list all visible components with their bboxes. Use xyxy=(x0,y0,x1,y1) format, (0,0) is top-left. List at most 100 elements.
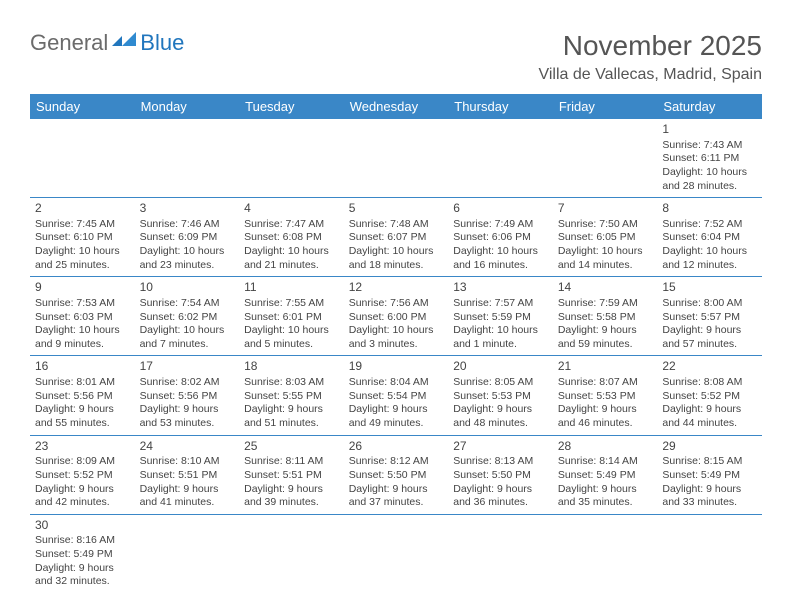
calendar-day-cell xyxy=(239,514,344,593)
day-info-line: Sunset: 5:50 PM xyxy=(453,469,548,483)
calendar-table: Sunday Monday Tuesday Wednesday Thursday… xyxy=(30,94,762,593)
calendar-day-cell xyxy=(239,119,344,198)
day-info-line: and 16 minutes. xyxy=(453,259,548,273)
day-info-line: Daylight: 9 hours xyxy=(244,483,339,497)
day-number: 27 xyxy=(453,439,548,455)
day-number: 2 xyxy=(35,201,130,217)
day-info-line: and 7 minutes. xyxy=(140,338,235,352)
day-info-line: Daylight: 9 hours xyxy=(453,403,548,417)
day-info-line: Daylight: 10 hours xyxy=(244,324,339,338)
calendar-day-cell: 10Sunrise: 7:54 AMSunset: 6:02 PMDayligh… xyxy=(135,277,240,356)
day-number: 13 xyxy=(453,280,548,296)
day-info-line: Daylight: 9 hours xyxy=(35,403,130,417)
day-info-line: Sunrise: 7:59 AM xyxy=(558,297,653,311)
day-info-line: and 48 minutes. xyxy=(453,417,548,431)
calendar-day-cell: 15Sunrise: 8:00 AMSunset: 5:57 PMDayligh… xyxy=(657,277,762,356)
calendar-day-cell: 24Sunrise: 8:10 AMSunset: 5:51 PMDayligh… xyxy=(135,435,240,514)
day-info-line: and 21 minutes. xyxy=(244,259,339,273)
day-info-line: Sunrise: 8:11 AM xyxy=(244,455,339,469)
day-info-line: and 33 minutes. xyxy=(662,496,757,510)
day-number: 21 xyxy=(558,359,653,375)
calendar-page: General Blue November 2025 Villa de Vall… xyxy=(0,0,792,593)
day-info-line: Sunrise: 8:12 AM xyxy=(349,455,444,469)
day-info-line: Sunrise: 8:09 AM xyxy=(35,455,130,469)
header: General Blue November 2025 Villa de Vall… xyxy=(30,30,762,84)
day-info-line: Daylight: 10 hours xyxy=(662,245,757,259)
day-info-line: and 46 minutes. xyxy=(558,417,653,431)
day-info-line: Sunset: 5:49 PM xyxy=(35,548,130,562)
day-info-line: Sunrise: 8:02 AM xyxy=(140,376,235,390)
location-text: Villa de Vallecas, Madrid, Spain xyxy=(538,66,762,84)
calendar-week-row: 1Sunrise: 7:43 AMSunset: 6:11 PMDaylight… xyxy=(30,119,762,198)
calendar-day-cell xyxy=(135,514,240,593)
month-title: November 2025 xyxy=(538,30,762,62)
day-info-line: Daylight: 10 hours xyxy=(558,245,653,259)
day-info-line: and 28 minutes. xyxy=(662,180,757,194)
weekday-header: Wednesday xyxy=(344,94,449,119)
day-info-line: Sunset: 6:11 PM xyxy=(662,152,757,166)
day-info-line: Sunrise: 8:10 AM xyxy=(140,455,235,469)
day-info-line: Daylight: 9 hours xyxy=(558,324,653,338)
day-number: 30 xyxy=(35,518,130,534)
day-number: 12 xyxy=(349,280,444,296)
day-info-line: Sunset: 6:04 PM xyxy=(662,231,757,245)
day-number: 17 xyxy=(140,359,235,375)
calendar-day-cell xyxy=(344,514,449,593)
day-number: 15 xyxy=(662,280,757,296)
day-info-line: Sunrise: 7:55 AM xyxy=(244,297,339,311)
logo-text-blue: Blue xyxy=(140,30,184,56)
day-info-line: Sunset: 5:57 PM xyxy=(662,311,757,325)
day-number: 5 xyxy=(349,201,444,217)
calendar-day-cell xyxy=(344,119,449,198)
day-number: 7 xyxy=(558,201,653,217)
day-info-line: Sunrise: 8:16 AM xyxy=(35,534,130,548)
day-info-line: Daylight: 10 hours xyxy=(140,324,235,338)
day-info-line: and 57 minutes. xyxy=(662,338,757,352)
day-info-line: Sunrise: 7:48 AM xyxy=(349,218,444,232)
day-info-line: Sunrise: 7:49 AM xyxy=(453,218,548,232)
calendar-day-cell: 17Sunrise: 8:02 AMSunset: 5:56 PMDayligh… xyxy=(135,356,240,435)
day-info-line: Sunrise: 8:13 AM xyxy=(453,455,548,469)
calendar-day-cell xyxy=(30,119,135,198)
day-info-line: Daylight: 9 hours xyxy=(662,403,757,417)
weekday-header: Thursday xyxy=(448,94,553,119)
day-info-line: Sunset: 6:00 PM xyxy=(349,311,444,325)
day-info-line: Daylight: 9 hours xyxy=(35,483,130,497)
day-info-line: and 41 minutes. xyxy=(140,496,235,510)
day-info-line: Sunrise: 7:54 AM xyxy=(140,297,235,311)
calendar-day-cell: 25Sunrise: 8:11 AMSunset: 5:51 PMDayligh… xyxy=(239,435,344,514)
day-info-line: Sunset: 6:07 PM xyxy=(349,231,444,245)
day-number: 23 xyxy=(35,439,130,455)
day-info-line: Sunrise: 8:14 AM xyxy=(558,455,653,469)
day-number: 28 xyxy=(558,439,653,455)
weekday-header: Friday xyxy=(553,94,658,119)
day-info-line: Daylight: 10 hours xyxy=(349,245,444,259)
calendar-week-row: 9Sunrise: 7:53 AMSunset: 6:03 PMDaylight… xyxy=(30,277,762,356)
calendar-day-cell xyxy=(553,514,658,593)
day-info-line: Daylight: 10 hours xyxy=(140,245,235,259)
day-info-line: Sunset: 6:09 PM xyxy=(140,231,235,245)
day-info-line: Daylight: 9 hours xyxy=(35,562,130,576)
day-info-line: and 12 minutes. xyxy=(662,259,757,273)
day-info-line: Sunset: 5:53 PM xyxy=(558,390,653,404)
day-info-line: and 23 minutes. xyxy=(140,259,235,273)
calendar-day-cell: 12Sunrise: 7:56 AMSunset: 6:00 PMDayligh… xyxy=(344,277,449,356)
day-info-line: Daylight: 10 hours xyxy=(453,245,548,259)
day-info-line: Sunrise: 8:04 AM xyxy=(349,376,444,390)
day-number: 1 xyxy=(662,122,757,138)
day-info-line: Daylight: 9 hours xyxy=(140,403,235,417)
day-info-line: Sunset: 6:01 PM xyxy=(244,311,339,325)
weekday-header: Sunday xyxy=(30,94,135,119)
day-number: 24 xyxy=(140,439,235,455)
day-info-line: and 44 minutes. xyxy=(662,417,757,431)
calendar-day-cell: 21Sunrise: 8:07 AMSunset: 5:53 PMDayligh… xyxy=(553,356,658,435)
calendar-day-cell xyxy=(135,119,240,198)
day-info-line: Sunset: 5:56 PM xyxy=(140,390,235,404)
day-info-line: Sunrise: 7:43 AM xyxy=(662,139,757,153)
day-info-line: Sunset: 6:08 PM xyxy=(244,231,339,245)
day-info-line: Daylight: 10 hours xyxy=(35,324,130,338)
calendar-day-cell: 20Sunrise: 8:05 AMSunset: 5:53 PMDayligh… xyxy=(448,356,553,435)
day-info-line: Sunrise: 7:57 AM xyxy=(453,297,548,311)
day-info-line: Sunset: 5:49 PM xyxy=(662,469,757,483)
day-info-line: Sunrise: 7:46 AM xyxy=(140,218,235,232)
